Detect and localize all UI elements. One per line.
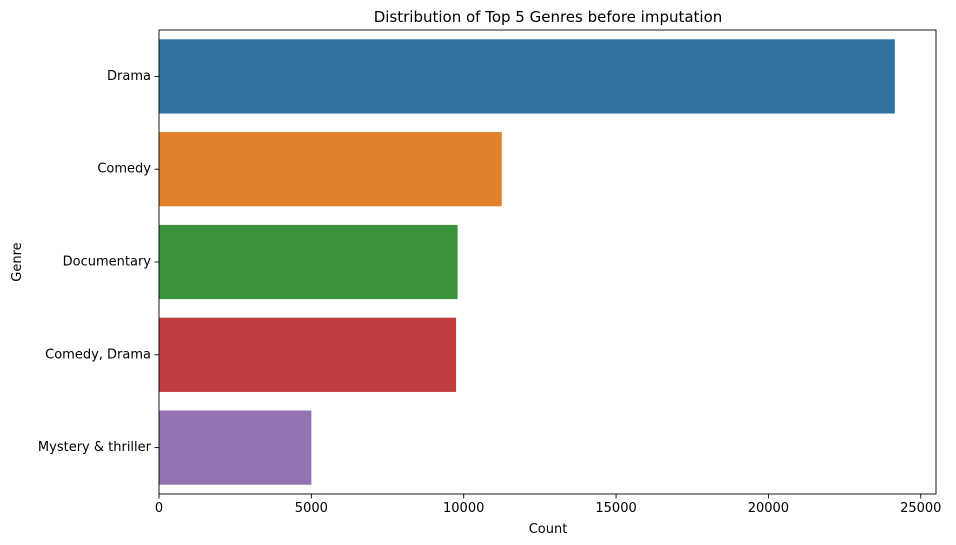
bars-group: [159, 39, 895, 484]
x-axis-label: Count: [529, 522, 568, 537]
y-tick-label: Mystery & thriller: [38, 440, 152, 455]
y-axis-ticks: Drama Comedy Documentary Comedy, Drama Myste…: [38, 69, 159, 455]
y-tick-label: Comedy: [97, 162, 151, 177]
y-axis-label: Genre: [10, 242, 25, 281]
x-tick-label: 20000: [748, 501, 789, 516]
bar-drama: [159, 39, 895, 113]
bar-documentary: [159, 225, 458, 299]
y-tick-label: Documentary: [63, 255, 152, 270]
bar-comedy-drama: [159, 318, 456, 392]
chart-title: Distribution of Top 5 Genres before impu…: [374, 8, 723, 26]
bar-mystery-thriller: [159, 410, 311, 484]
x-tick-label: 10000: [443, 501, 484, 516]
x-axis-ticks: 0 5000 10000 15000 20000 25000: [155, 494, 942, 516]
x-tick-label: 0: [155, 501, 163, 516]
y-tick-label: Drama: [107, 69, 151, 84]
x-tick-label: 15000: [595, 501, 636, 516]
x-tick-label: 5000: [295, 501, 328, 516]
bar-comedy: [159, 132, 502, 206]
x-tick-label: 25000: [900, 501, 941, 516]
y-tick-label: Comedy, Drama: [45, 347, 151, 362]
